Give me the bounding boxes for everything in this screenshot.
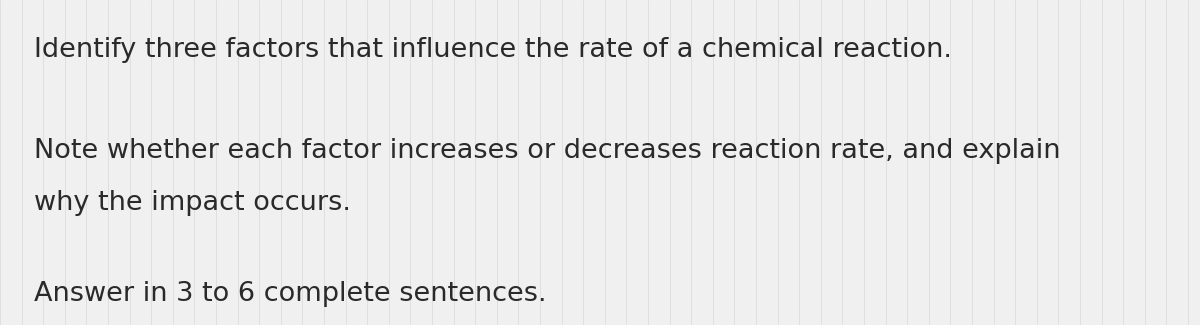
Text: Answer in 3 to 6 complete sentences.: Answer in 3 to 6 complete sentences.	[34, 281, 546, 307]
Text: Note whether each factor increases or decreases reaction rate, and explain: Note whether each factor increases or de…	[34, 138, 1060, 164]
Text: Identify three factors that influence the rate of a chemical reaction.: Identify three factors that influence th…	[34, 37, 952, 63]
Text: why the impact occurs.: why the impact occurs.	[34, 190, 350, 216]
